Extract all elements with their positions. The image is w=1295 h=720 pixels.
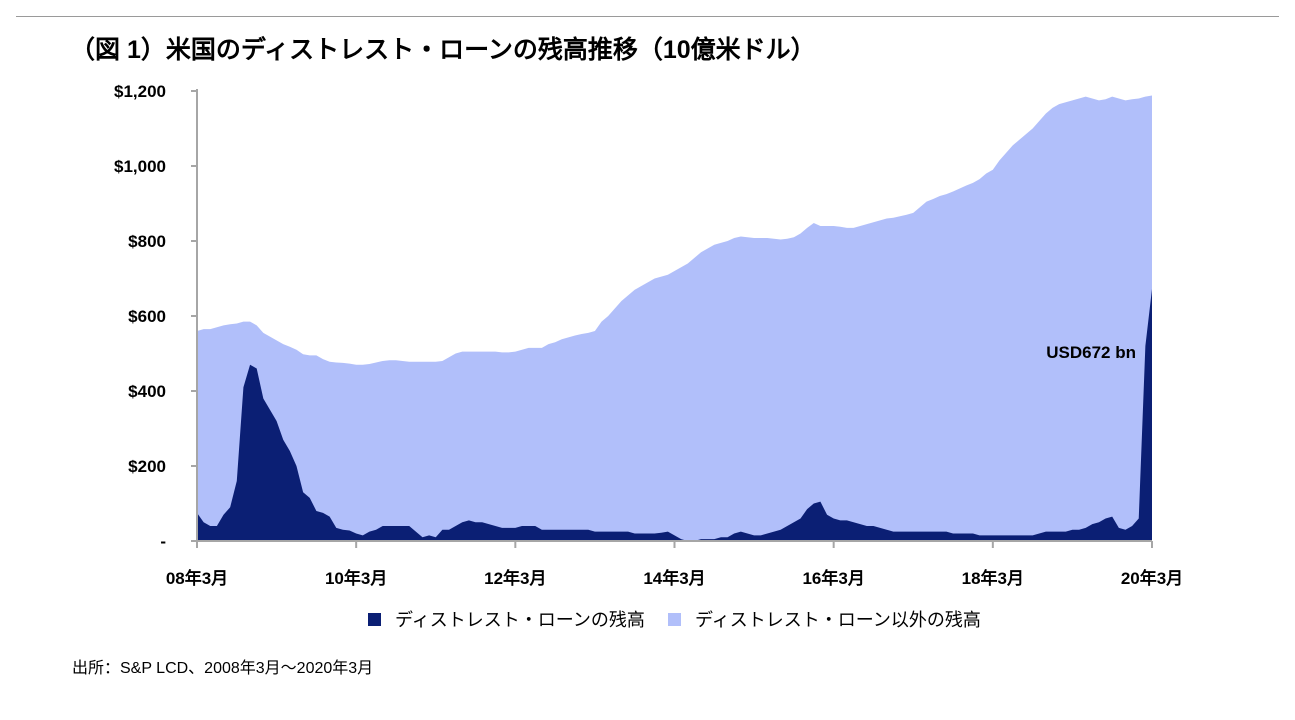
area-non-distressed [197, 95, 1152, 541]
y-tick-label: - [160, 532, 166, 551]
y-tick-label: $200 [128, 457, 166, 476]
legend-label-non-distressed: ディストレスト・ローン以外の残高 [695, 610, 981, 630]
chart-axes [191, 89, 1153, 548]
x-tick-label: 14年3月 [643, 568, 705, 588]
area-distressed [197, 289, 1152, 541]
y-tick-label: $1,000 [114, 157, 166, 176]
legend-swatch-non-distressed [668, 612, 681, 626]
area-chart: - $200 $400 $600 $800 $1,000 $1,200 08年3月 10年3月… [114, 82, 1183, 588]
x-tick-label: 10年3月 [325, 568, 387, 588]
y-tick-label: $600 [128, 307, 166, 326]
top-rule [16, 16, 1279, 17]
y-tick-label: $400 [128, 382, 166, 401]
legend-item-non-distressed: ディストレスト・ローン以外の残高 [668, 606, 981, 632]
y-tick-labels: - $200 $400 $600 $800 $1,000 $1,200 [114, 82, 166, 551]
x-tick-label: 08年3月 [166, 568, 228, 588]
chart-areas [197, 95, 1152, 541]
annotation-label: USD672 bn [1046, 343, 1136, 362]
legend-item-distressed: ディストレスト・ローンの残高 [368, 606, 645, 632]
x-tick-labels: 08年3月 10年3月 12年3月 14年3月 16年3月 18年3月 20年3月 [166, 568, 1183, 588]
x-tick-label: 16年3月 [802, 568, 864, 588]
y-tick-label: $1,200 [114, 82, 166, 101]
x-tick-label: 18年3月 [962, 568, 1024, 588]
x-tick-label: 12年3月 [484, 568, 546, 588]
legend: ディストレスト・ローンの残高 ディストレスト・ローン以外の残高 [0, 606, 1295, 630]
source-note: 出所：S&P LCD、2008年3月～2020年3月 [72, 660, 374, 677]
legend-label-distressed: ディストレスト・ローンの残高 [395, 610, 645, 630]
x-tick-label: 20年3月 [1121, 568, 1183, 588]
legend-swatch-distressed [368, 612, 381, 626]
chart-title: （図 1）米国のディストレスト・ローンの残高推移（10億米ドル） [70, 36, 816, 64]
y-tick-label: $800 [128, 232, 166, 251]
